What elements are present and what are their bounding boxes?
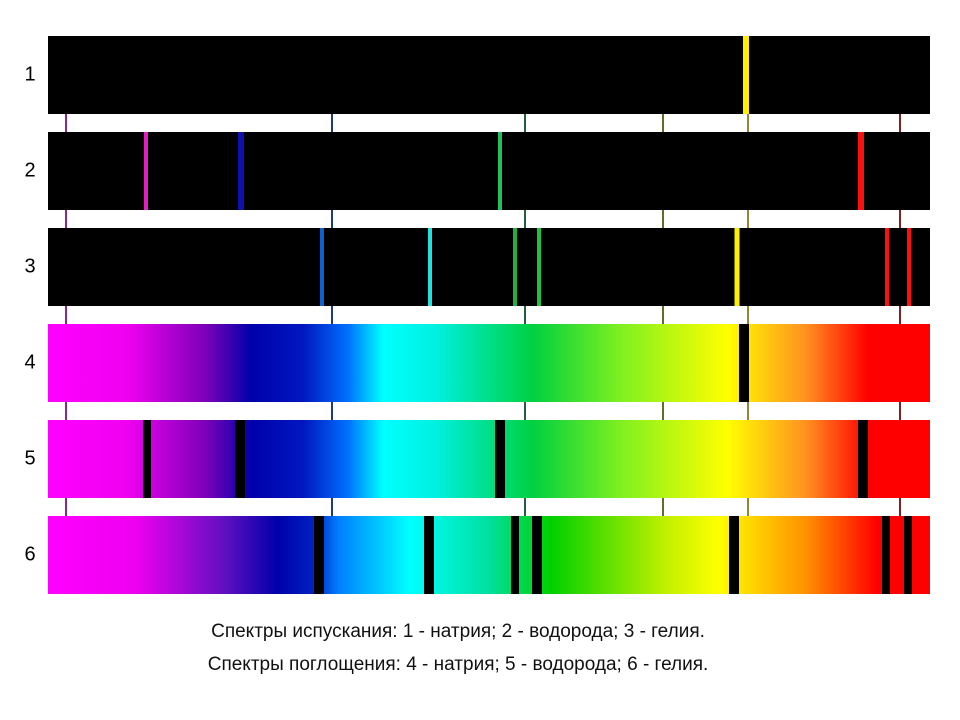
spectral-line — [320, 228, 324, 306]
spectral-line — [734, 228, 740, 306]
spectrum-strip — [48, 420, 930, 498]
spectral-line — [511, 516, 519, 594]
spectral-line — [729, 516, 739, 594]
spectral-line — [885, 228, 889, 306]
spectral-line — [424, 516, 434, 594]
strips: 1 2 3 4 5 6 — [24, 36, 930, 594]
spectrum-strip — [48, 324, 930, 402]
spectral-line — [498, 132, 502, 210]
spectral-line — [858, 132, 864, 210]
spectral-line — [428, 228, 432, 306]
spectral-line — [144, 132, 148, 210]
row-label: 2 — [24, 159, 35, 181]
row-label: 6 — [24, 543, 35, 565]
spectral-line — [513, 228, 517, 306]
row-label: 5 — [24, 447, 35, 469]
spectral-line — [314, 516, 324, 594]
spectral-line — [739, 324, 749, 402]
spectral-line — [143, 420, 151, 498]
caption-line: Спектры поглощения: 4 - натрия; 5 - водо… — [208, 654, 709, 675]
row-label: 4 — [24, 351, 35, 373]
spectrum-strip — [48, 228, 930, 306]
spectral-line — [238, 132, 244, 210]
spectral-line — [743, 36, 749, 114]
spectrum-strip — [48, 132, 930, 210]
spectral-line — [907, 228, 911, 306]
caption-line: Спектры испускания: 1 - натрия; 2 - водо… — [211, 621, 705, 642]
spectrum-strip — [48, 36, 930, 114]
spectral-line — [882, 516, 890, 594]
spectral-line — [495, 420, 505, 498]
spectral-line — [537, 228, 541, 306]
spectral-line — [858, 420, 868, 498]
row-label: 3 — [24, 255, 35, 277]
spectral-line — [235, 420, 245, 498]
spectrum-strip — [48, 516, 930, 594]
row-label: 1 — [24, 63, 35, 85]
spectral-line — [532, 516, 542, 594]
spectral-line — [904, 516, 912, 594]
